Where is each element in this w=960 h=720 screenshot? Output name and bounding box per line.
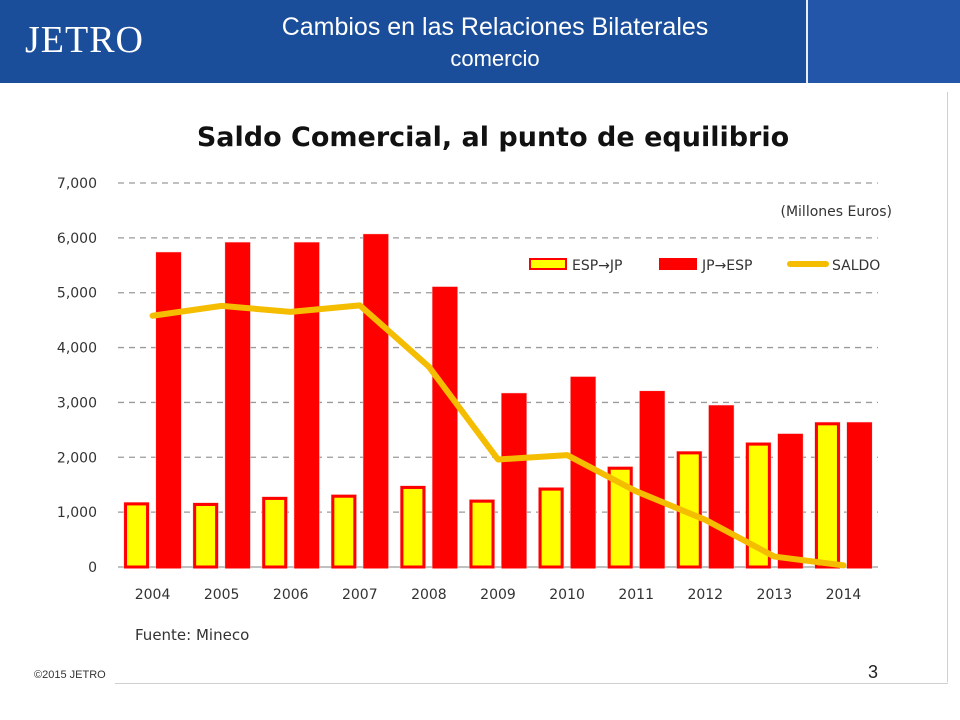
- slide-title: Cambios en las Relaciones Bilaterales: [281, 13, 709, 41]
- x-tick-label: 2014: [826, 587, 862, 603]
- legend-swatch: [529, 258, 567, 270]
- legend-label: JP→ESP: [701, 258, 752, 274]
- bar-esp-jp: [469, 499, 495, 569]
- slide-border-right: [947, 92, 948, 682]
- bar-jp-esp: [294, 242, 320, 569]
- x-tick-label: 2009: [480, 587, 516, 603]
- copyright: ©2015 JETRO: [34, 669, 106, 681]
- y-tick-label: 0: [88, 560, 97, 576]
- bar-esp-jp: [400, 485, 426, 569]
- bar-jp-esp: [777, 433, 803, 569]
- saldo-line: [149, 302, 847, 569]
- x-tick-label: 2010: [549, 587, 585, 603]
- bar-jp-esp: [501, 393, 527, 569]
- y-tick-label: 3,000: [57, 395, 97, 411]
- y-tick-label: 1,000: [57, 505, 97, 521]
- y-tick-label: 6,000: [57, 231, 97, 247]
- y-tick-label: 5,000: [57, 286, 97, 302]
- bar-esp-jp: [124, 502, 150, 569]
- x-tick-label: 2008: [411, 587, 447, 603]
- saldo-line-group: [149, 302, 847, 569]
- legend: ESP→JP JP→ESP SALDO: [529, 258, 880, 274]
- x-tick-label: 2012: [687, 587, 723, 603]
- bar-esp-jp: [814, 422, 840, 569]
- legend-label: SALDO: [832, 258, 880, 274]
- jetro-logo: JETRO: [25, 19, 144, 61]
- bar-jp-esp: [846, 422, 872, 569]
- x-tick-label: 2005: [204, 587, 240, 603]
- y-tick-label: 2,000: [57, 450, 97, 466]
- y-tick-label: 4,000: [57, 341, 97, 357]
- bar-jp-esp: [570, 376, 596, 569]
- bar-esp-jp: [331, 494, 357, 569]
- x-axis: 2004 2005 2006 2007 2008 2009 2010 2011 2012 2013…: [135, 587, 862, 603]
- x-tick-label: 2007: [342, 587, 378, 603]
- slide-border-bottom: [115, 683, 948, 684]
- slide-subtitle: comercio: [450, 46, 540, 71]
- x-tick-label: 2013: [757, 587, 793, 603]
- bar-jp-esp: [225, 242, 251, 569]
- x-tick-label: 2004: [135, 587, 171, 603]
- bar-esp-jp: [745, 442, 771, 569]
- chart-title: Saldo Comercial, al punto de equilibrio: [197, 122, 789, 153]
- bar-esp-jp: [193, 502, 219, 569]
- x-tick-label: 2011: [618, 587, 654, 603]
- chart-unit-label: (Millones Euros): [781, 204, 893, 220]
- bars: [123, 233, 873, 569]
- y-tick-label: 7,000: [57, 176, 97, 192]
- bar-jp-esp: [363, 234, 389, 569]
- bar-jp-esp: [432, 286, 458, 569]
- bar-jp-esp: [708, 405, 734, 569]
- bar-esp-jp: [538, 487, 564, 569]
- header-accent-panel: [806, 0, 960, 83]
- page-number: 3: [868, 662, 879, 682]
- bar-esp-jp: [607, 466, 633, 569]
- bar-esp-jp: [262, 496, 288, 569]
- bar-jp-esp: [639, 391, 665, 569]
- chart-source: Fuente: Mineco: [135, 626, 249, 644]
- legend-swatch: [659, 258, 697, 270]
- x-tick-label: 2006: [273, 587, 309, 603]
- legend-label: ESP→JP: [572, 258, 622, 274]
- header-bar: [0, 0, 960, 83]
- bar-jp-esp: [156, 252, 182, 569]
